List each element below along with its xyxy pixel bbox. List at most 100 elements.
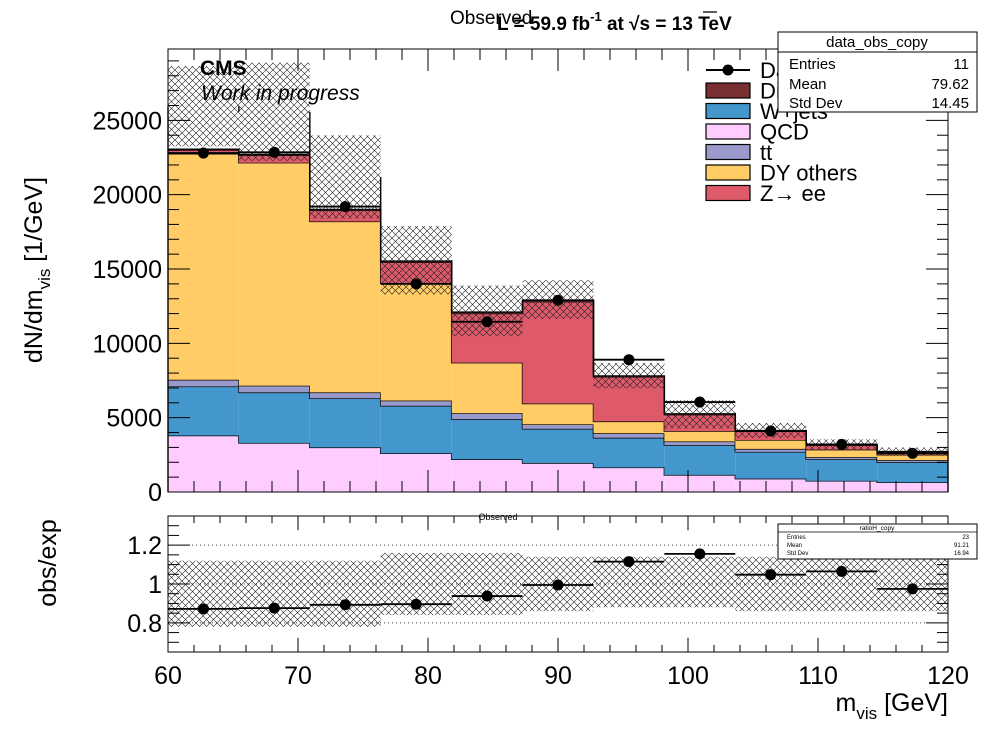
data-point-10 [907, 447, 919, 459]
ratio-stats-stddev-label: Std Dev [787, 551, 808, 557]
bar-dy-others-3 [380, 283, 452, 401]
bar-qcd-1 [238, 442, 310, 492]
y-tick-label-3: 15000 [92, 256, 162, 284]
y-tick-label-0: 0 [148, 479, 162, 507]
ratio-band-9 [806, 556, 878, 612]
bar-w-jets-5 [522, 428, 594, 464]
bar-dy-others-9 [806, 449, 878, 458]
bar-qcd-9 [806, 480, 878, 492]
ratio-y-tick-label-0: 0.8 [127, 610, 162, 638]
cms-label: CMS [200, 57, 247, 80]
ratio-band-8 [735, 556, 807, 612]
y-tick-label-2: 10000 [92, 330, 162, 358]
observed-title: Observed [450, 8, 532, 29]
ratio-points [168, 548, 948, 615]
energy-prefix: at [602, 14, 629, 35]
ratio-point-0 [197, 603, 209, 615]
bar-qcd-8 [735, 478, 807, 492]
bar-qcd-2 [309, 447, 381, 492]
x-tick-label-6: 120 [927, 662, 969, 690]
legend-swatch-6 [705, 184, 751, 202]
data-point-4 [481, 316, 493, 328]
legend-data-marker [722, 64, 734, 76]
bar-tt-8 [735, 448, 807, 452]
bar-w-jets-8 [735, 451, 807, 479]
y-axis-label: dN/dmvis [1/GeV] [20, 177, 54, 363]
main-x-ticks [167, 49, 949, 492]
stats-entries-label: Entries [789, 56, 836, 73]
x-tick-label-4: 100 [667, 662, 709, 690]
data-points [168, 146, 948, 459]
bar-dy-others-7 [664, 431, 736, 442]
bar-tt-1 [238, 385, 310, 393]
data-point-8 [765, 425, 777, 437]
bar-w-jets-2 [309, 398, 381, 448]
data-point-1 [268, 146, 280, 158]
ratio-stats-mean-value: 91.21 [954, 543, 970, 549]
legend-label-5: DY others [760, 161, 857, 186]
legend-swatch-5 [705, 164, 751, 181]
ratio-stats-title: ratioH_copy [860, 525, 895, 532]
data-point-5 [552, 294, 564, 306]
data-point-3 [410, 278, 422, 290]
data-point-7 [694, 396, 706, 408]
bar-qcd-6 [593, 467, 665, 492]
bar-dy-others-6 [593, 421, 665, 434]
ratio-band-0 [168, 560, 239, 627]
bar-w-jets-4 [451, 419, 523, 460]
bar-w-jets-9 [806, 459, 878, 481]
x-tick-label-0: 60 [154, 662, 182, 690]
bar-tt-0 [168, 379, 239, 387]
data-point-2 [339, 201, 351, 213]
ratio-stats-mean-label: Mean [787, 543, 802, 549]
bar-tt-10 [877, 460, 948, 463]
bar-w-jets-3 [380, 405, 452, 454]
ratio-y-tick-label-1: 1 [148, 571, 162, 599]
bar-qcd-10 [877, 482, 948, 492]
bar-tt-3 [380, 400, 452, 406]
bar-w-jets-0 [168, 386, 239, 436]
ratio-band-2 [309, 560, 381, 627]
ratio-band-7 [664, 556, 736, 608]
ratio-point-3 [410, 598, 422, 610]
lumi-value: L = 59.9 fb [497, 14, 590, 35]
bar-w-jets-1 [238, 392, 310, 443]
legend-label-3: QCD [760, 120, 809, 145]
lumi-title: L = 59.9 fb-1 at √s = 13 TeV [497, 9, 732, 35]
x-axis-label: mvis [GeV] [836, 689, 948, 723]
ratio-title: Observed [478, 512, 517, 522]
bar-tt-4 [451, 413, 523, 420]
ratio-band-1 [238, 560, 310, 627]
y-label-main: dN/dm [20, 289, 48, 363]
bar-qcd-4 [451, 459, 523, 492]
bar-dy-others-0 [168, 153, 239, 380]
stats-mean-value: 79.62 [931, 76, 969, 93]
bar-w-jets-10 [877, 462, 948, 483]
stats-entries-value: 11 [953, 56, 969, 73]
y-label-tail: [1/GeV] [20, 177, 48, 269]
ratio-panel: 0.8 1 1.2 60 70 80 90 100 110 120 Observed obs/e… [34, 512, 978, 723]
x-label-main: m [836, 689, 857, 717]
energy-value: = 13 TeV [650, 14, 732, 35]
legend-label-4: tt [760, 140, 772, 165]
bar-dy-others-4 [451, 362, 523, 414]
uncertainty-1 [238, 62, 310, 161]
bar-w-jets-6 [593, 437, 665, 468]
sqrt-s: √s [629, 14, 650, 35]
bar-qcd-0 [168, 435, 239, 492]
ratio-stats-box: ratioH_copy Entries 23 Mean 91.21 Std De… [777, 523, 978, 560]
ratio-band-4 [451, 552, 523, 616]
bar-tt-6 [593, 433, 665, 438]
ratio-point-8 [765, 569, 777, 581]
bar-w-jets-7 [664, 445, 736, 475]
lumi-exponent: -1 [590, 9, 602, 24]
legend-swatch-1 [705, 82, 751, 99]
ratio-point-4 [481, 590, 493, 602]
data-point-6 [623, 354, 635, 366]
bar-qcd-7 [664, 474, 736, 492]
ratio-stats-entries-label: Entries [787, 535, 806, 541]
uncertainty-6 [593, 362, 665, 389]
ratio-point-5 [552, 579, 564, 591]
cms-sublabel: Work in progress [201, 82, 360, 105]
x-tick-label-3: 90 [544, 662, 572, 690]
